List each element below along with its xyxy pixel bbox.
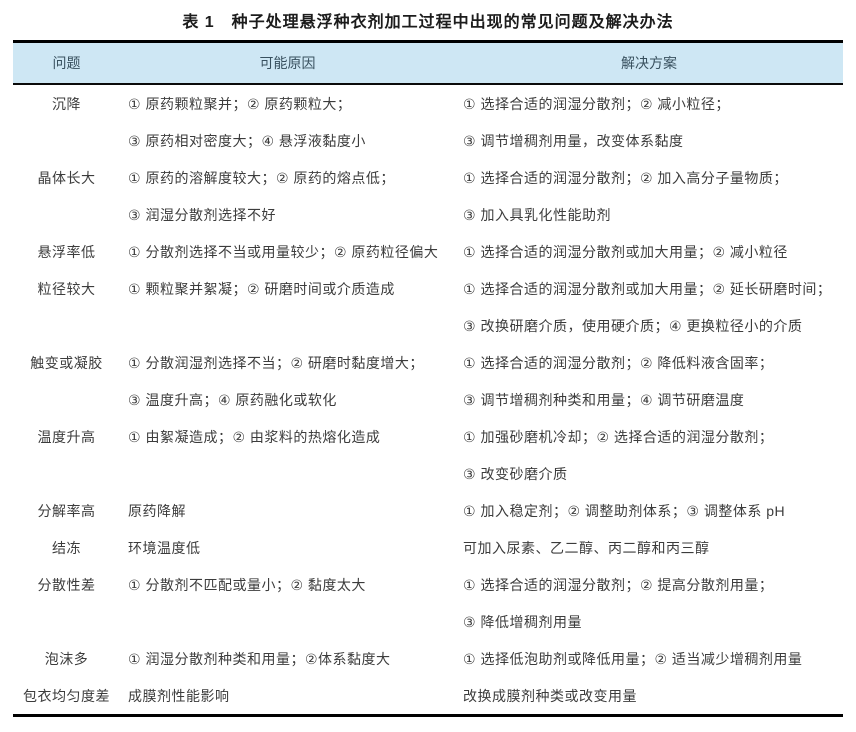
problem-cell: 泡沫多 bbox=[13, 640, 120, 677]
solution-line: ① 选择合适的润湿分散剂；② 降低料液含固率； bbox=[463, 354, 774, 371]
table-row: 分解率高 原药降解 ① 加入稳定剂；② 调整助剂体系；③ 调整体系 pH bbox=[13, 492, 843, 529]
cause-line: ① 原药颗粒聚并；② 原药颗粒大； bbox=[128, 95, 352, 112]
problem-cell: 包衣均匀度差 bbox=[13, 677, 120, 714]
cause-cell: 环境温度低 bbox=[120, 529, 455, 566]
table-header-row: 问题 可能原因 解决方案 bbox=[13, 43, 843, 85]
problem-cell: 结冻 bbox=[13, 529, 120, 566]
solution-line: ③ 调节增稠剂种类和用量；④ 调节研磨温度 bbox=[463, 391, 745, 408]
cause-cell: ① 原药的溶解度较大；② 原药的熔点低； ③ 润湿分散剂选择不好 bbox=[120, 159, 455, 233]
solution-cell: ① 选择合适的润湿分散剂；② 降低料液含固率； ③ 调节增稠剂种类和用量；④ 调节… bbox=[455, 344, 843, 418]
solution-cell: ① 选择合适的润湿分散剂；② 提高分散剂用量； ③ 降低增稠剂用量 bbox=[455, 566, 843, 640]
problems-solutions-table: 问题 可能原因 解决方案 沉降 ① 原药颗粒聚并；② 原药颗粒大； ③ 原药相对密度… bbox=[13, 40, 843, 717]
problem-label: 沉降 bbox=[52, 95, 81, 112]
cause-cell: ① 分散剂选择不当或用量较少；② 原药粒径偏大 bbox=[120, 233, 455, 270]
table-caption: 表 1 种子处理悬浮种衣剂加工过程中出现的常见问题及解决办法 bbox=[182, 14, 674, 31]
cause-line: ③ 原药相对密度大；④ 悬浮液黏度小 bbox=[128, 132, 366, 149]
solution-line: ① 选择合适的润湿分散剂；② 加入高分子量物质； bbox=[463, 169, 788, 186]
solution-line: ③ 改换研磨介质，使用硬介质；④ 更换粒径小的介质 bbox=[463, 317, 803, 334]
problem-label: 温度升高 bbox=[37, 428, 96, 445]
solution-line: ③ 调节增稠剂用量，改变体系黏度 bbox=[463, 132, 684, 149]
problem-cell: 分解率高 bbox=[13, 492, 120, 529]
cause-cell: ① 分散剂不匹配或量小；② 黏度太大 bbox=[120, 566, 455, 640]
solution-cell: 可加入尿素、乙二醇、丙二醇和丙三醇 bbox=[455, 529, 843, 566]
problem-label: 泡沫多 bbox=[44, 650, 89, 667]
cause-line: 成膜剂性能影响 bbox=[128, 687, 230, 704]
solution-line: ③ 降低增稠剂用量 bbox=[463, 613, 582, 630]
table-row: 分散性差 ① 分散剂不匹配或量小；② 黏度太大 ① 选择合适的润湿分散剂；② 提高分… bbox=[13, 566, 843, 640]
cause-cell: ① 颗粒聚并絮凝；② 研磨时间或介质造成 bbox=[120, 270, 455, 344]
problem-label: 包衣均匀度差 bbox=[23, 687, 110, 704]
cause-line: ① 分散润湿剂选择不当；② 研磨时黏度增大； bbox=[128, 354, 424, 371]
solution-line: ① 选择合适的润湿分散剂或加大用量；② 延长研磨时间； bbox=[463, 280, 832, 297]
solution-cell: 改换成膜剂种类或改变用量 bbox=[455, 677, 843, 714]
solution-cell: ① 选择合适的润湿分散剂；② 减小粒径； ③ 调节增稠剂用量，改变体系黏度 bbox=[455, 85, 843, 159]
cause-line: ① 分散剂选择不当或用量较少；② 原药粒径偏大 bbox=[128, 243, 439, 260]
solution-cell: ① 加强砂磨机冷却；② 选择合适的润湿分散剂； ③ 改变砂磨介质 bbox=[455, 418, 843, 492]
problem-cell: 悬浮率低 bbox=[13, 233, 120, 270]
cause-line: 环境温度低 bbox=[128, 539, 201, 556]
cause-line: ① 分散剂不匹配或量小；② 黏度太大 bbox=[128, 576, 366, 593]
table-row: 悬浮率低 ① 分散剂选择不当或用量较少；② 原药粒径偏大 ① 选择合适的润湿分散剂或… bbox=[13, 233, 843, 270]
cause-cell: ① 润湿分散剂种类和用量；②体系黏度大 bbox=[120, 640, 455, 677]
problem-cell: 晶体长大 bbox=[13, 159, 120, 233]
header-cell-solution: 解决方案 bbox=[621, 55, 677, 71]
header-cell-cause: 可能原因 bbox=[259, 55, 316, 71]
solution-cell: ① 选择合适的润湿分散剂或加大用量；② 延长研磨时间； ③ 改换研磨介质，使用硬介… bbox=[455, 270, 843, 344]
problem-label: 悬浮率低 bbox=[37, 243, 96, 260]
problem-cell: 温度升高 bbox=[13, 418, 120, 492]
table-row: 温度升高 ① 由絮凝造成；② 由浆料的热熔化造成 ① 加强砂磨机冷却；② 选择合适的… bbox=[13, 418, 843, 492]
cause-cell: 成膜剂性能影响 bbox=[120, 677, 455, 714]
cause-line: ① 由絮凝造成；② 由浆料的热熔化造成 bbox=[128, 428, 381, 445]
solution-line: ③ 改变砂磨介质 bbox=[463, 465, 568, 482]
cause-cell: ① 分散润湿剂选择不当；② 研磨时黏度增大； ③ 温度升高；④ 原药融化或软化 bbox=[120, 344, 455, 418]
cause-cell: 原药降解 bbox=[120, 492, 455, 529]
problem-cell: 粒径较大 bbox=[13, 270, 120, 344]
problem-label: 触变或凝胶 bbox=[30, 354, 103, 371]
solution-line: ① 选择合适的润湿分散剂；② 减小粒径； bbox=[463, 95, 730, 112]
problem-label: 粒径较大 bbox=[37, 280, 96, 297]
problem-label: 分散性差 bbox=[37, 576, 96, 593]
problem-label: 分解率高 bbox=[37, 502, 96, 519]
solution-line: ① 加入稳定剂；② 调整助剂体系；③ 调整体系 pH bbox=[463, 502, 786, 519]
table-row: 触变或凝胶 ① 分散润湿剂选择不当；② 研磨时黏度增大； ③ 温度升高；④ 原药融化… bbox=[13, 344, 843, 418]
problem-cell: 分散性差 bbox=[13, 566, 120, 640]
solution-cell: ① 选择合适的润湿分散剂或加大用量；② 减小粒径 bbox=[455, 233, 843, 270]
solution-line: 改换成膜剂种类或改变用量 bbox=[463, 687, 637, 704]
solution-line: ① 选择合适的润湿分散剂；② 提高分散剂用量； bbox=[463, 576, 774, 593]
problem-cell: 沉降 bbox=[13, 85, 120, 159]
solution-cell: ① 加入稳定剂；② 调整助剂体系；③ 调整体系 pH bbox=[455, 492, 843, 529]
table-row: 粒径较大 ① 颗粒聚并絮凝；② 研磨时间或介质造成 ① 选择合适的润湿分散剂或加大用… bbox=[13, 270, 843, 344]
problem-label: 晶体长大 bbox=[37, 169, 96, 186]
solution-cell: ① 选择合适的润湿分散剂；② 加入高分子量物质； ③ 加入具乳化性能助剂 bbox=[455, 159, 843, 233]
header-cell-problem: 问题 bbox=[52, 55, 81, 71]
solution-cell: ① 选择低泡助剂或降低用量；② 适当减少增稠剂用量 bbox=[455, 640, 843, 677]
solution-line: ① 加强砂磨机冷却；② 选择合适的润湿分散剂； bbox=[463, 428, 774, 445]
cause-line: ① 原药的溶解度较大；② 原药的熔点低； bbox=[128, 169, 395, 186]
problem-cell: 触变或凝胶 bbox=[13, 344, 120, 418]
solution-line: ① 选择合适的润湿分散剂或加大用量；② 减小粒径 bbox=[463, 243, 788, 260]
table-row: 沉降 ① 原药颗粒聚并；② 原药颗粒大； ③ 原药相对密度大；④ 悬浮液黏度小 ① 选… bbox=[13, 85, 843, 159]
table-row: 晶体长大 ① 原药的溶解度较大；② 原药的熔点低； ③ 润湿分散剂选择不好 ① 选择合… bbox=[13, 159, 843, 233]
table-row: 泡沫多 ① 润湿分散剂种类和用量；②体系黏度大 ① 选择低泡助剂或降低用量；② 适当… bbox=[13, 640, 843, 677]
cause-line: ① 润湿分散剂种类和用量；②体系黏度大 bbox=[128, 650, 391, 667]
cause-line: ③ 润湿分散剂选择不好 bbox=[128, 206, 276, 223]
cause-line: ③ 温度升高；④ 原药融化或软化 bbox=[128, 391, 337, 408]
solution-line: 可加入尿素、乙二醇、丙二醇和丙三醇 bbox=[463, 539, 710, 556]
cause-cell: ① 由絮凝造成；② 由浆料的热熔化造成 bbox=[120, 418, 455, 492]
table-row: 结冻 环境温度低 可加入尿素、乙二醇、丙二醇和丙三醇 bbox=[13, 529, 843, 566]
cause-line: ① 颗粒聚并絮凝；② 研磨时间或介质造成 bbox=[128, 280, 395, 297]
table-row: 包衣均匀度差 成膜剂性能影响 改换成膜剂种类或改变用量 bbox=[13, 677, 843, 714]
cause-line: 原药降解 bbox=[128, 502, 186, 519]
table-body: 沉降 ① 原药颗粒聚并；② 原药颗粒大； ③ 原药相对密度大；④ 悬浮液黏度小 ① 选… bbox=[13, 85, 843, 714]
cause-cell: ① 原药颗粒聚并；② 原药颗粒大； ③ 原药相对密度大；④ 悬浮液黏度小 bbox=[120, 85, 455, 159]
solution-line: ① 选择低泡助剂或降低用量；② 适当减少增稠剂用量 bbox=[463, 650, 803, 667]
solution-line: ③ 加入具乳化性能助剂 bbox=[463, 206, 611, 223]
problem-label: 结冻 bbox=[52, 539, 81, 556]
